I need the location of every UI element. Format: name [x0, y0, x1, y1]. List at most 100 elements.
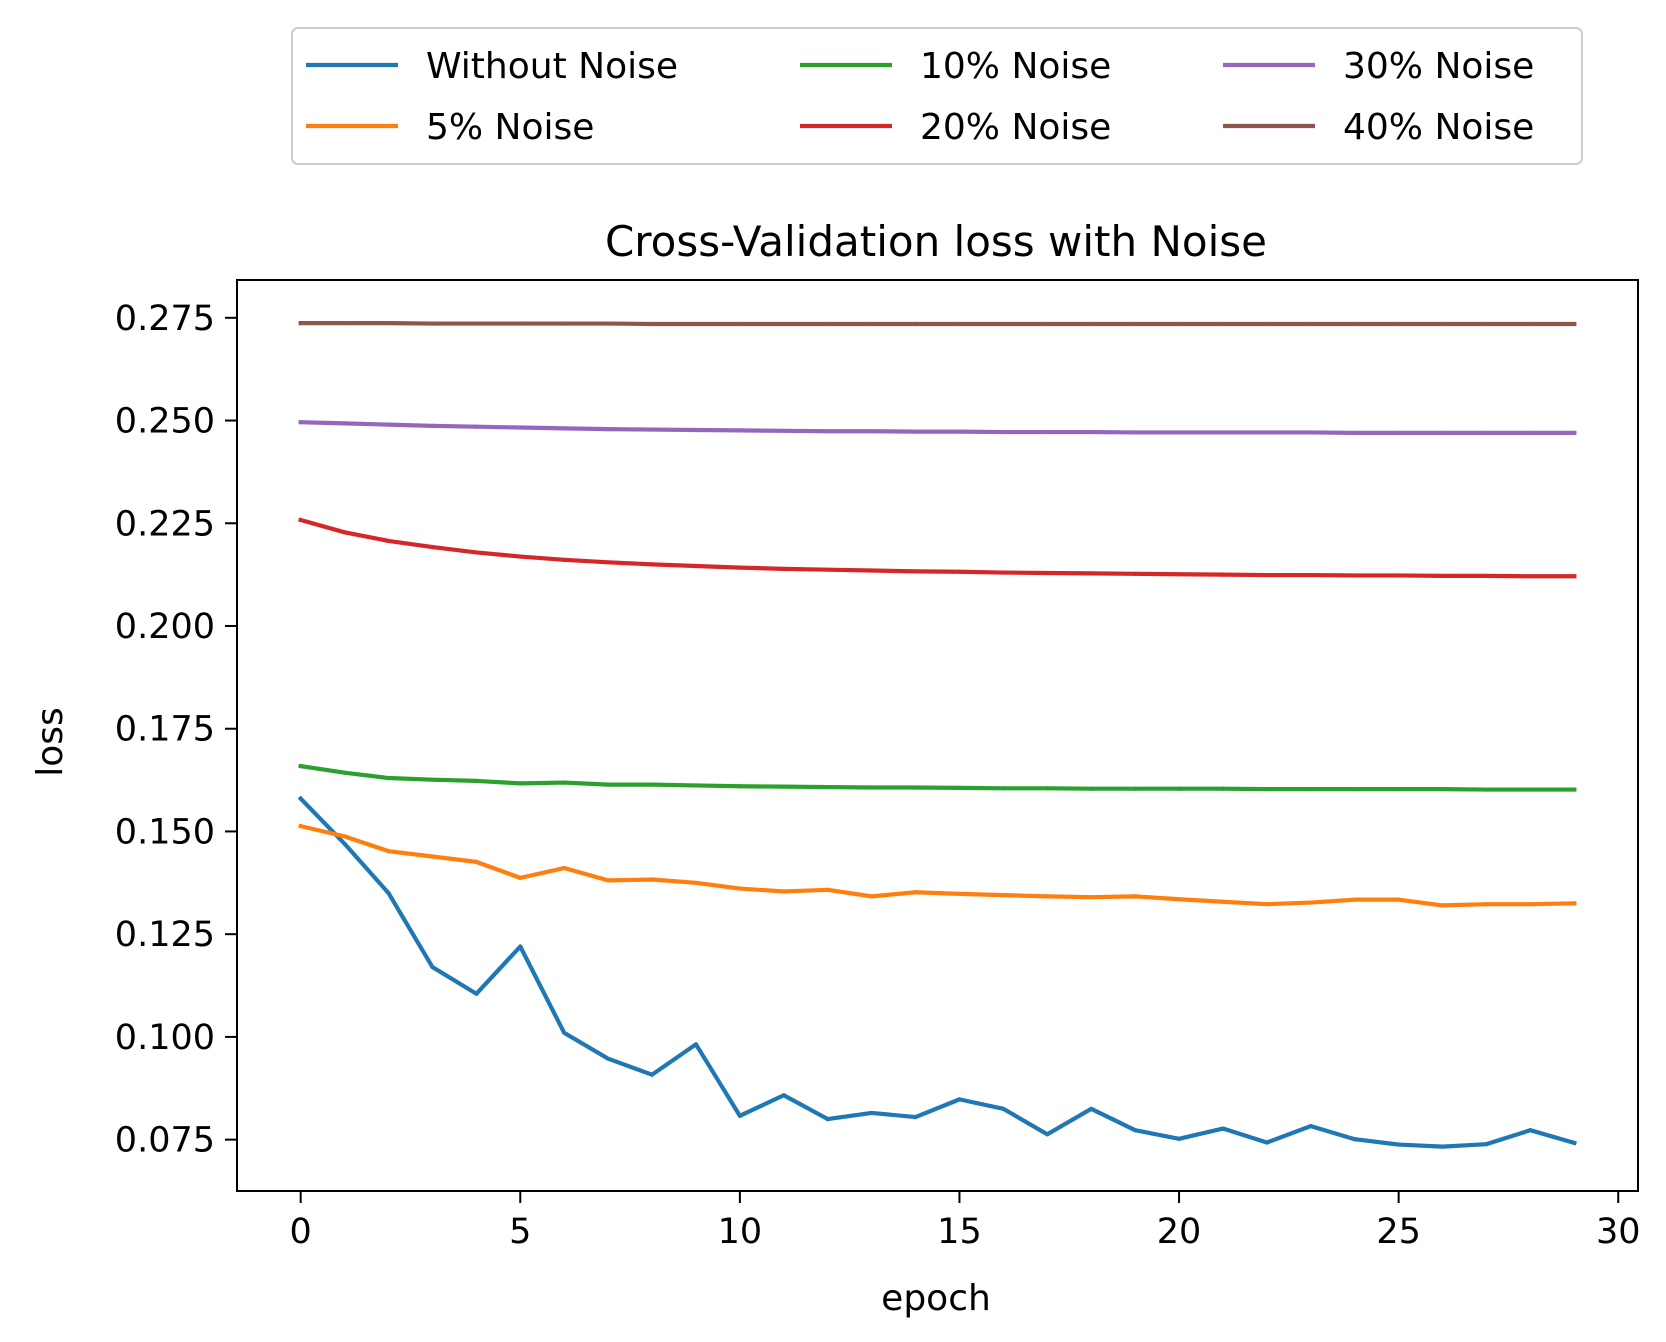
plot-area-frame [236, 279, 1639, 1192]
x-tick-label: 15 [937, 1212, 982, 1252]
data-point-without-noise [781, 1093, 786, 1098]
data-point-30-pct-noise [1220, 430, 1226, 435]
data-point-without-noise [1264, 1140, 1269, 1145]
data-point-30-pct-noise [606, 427, 611, 432]
legend-item-20-pct-noise: 20% Noise [800, 107, 1111, 148]
data-point-without-noise [386, 890, 391, 896]
series-line-30-pct-noise [298, 420, 1577, 435]
data-point-5-pct-noise [606, 878, 611, 883]
data-point-20-pct-noise [1133, 571, 1138, 576]
series-30-pct-noise [298, 420, 1577, 435]
data-point-5-pct-noise [1440, 903, 1445, 908]
data-point-10-pct-noise [1045, 786, 1050, 791]
data-point-10-pct-noise [474, 778, 479, 784]
data-point-30-pct-noise [649, 427, 655, 432]
data-point-5-pct-noise [1308, 900, 1313, 905]
legend-label-30-pct-noise: 30% Noise [1343, 46, 1534, 87]
data-point-20-pct-noise [737, 565, 742, 570]
data-point-10-pct-noise [1352, 787, 1357, 792]
data-point-20-pct-noise [913, 569, 918, 574]
data-point-30-pct-noise [781, 428, 786, 433]
data-point-10-pct-noise [430, 777, 435, 782]
data-point-5-pct-noise [1220, 899, 1226, 904]
data-point-20-pct-noise [430, 545, 435, 550]
data-point-5-pct-noise [825, 887, 830, 892]
data-point-40-pct-noise [474, 321, 479, 326]
data-point-30-pct-noise [1133, 430, 1138, 435]
data-point-20-pct-noise [342, 530, 347, 535]
legend-label-40-pct-noise: 40% Noise [1343, 107, 1534, 148]
data-point-40-pct-noise [1308, 321, 1313, 327]
x-tick-label: 0 [290, 1212, 312, 1252]
data-point-30-pct-noise [562, 426, 567, 431]
y-tick-label: 0.125 [115, 915, 215, 955]
y-axis-label: loss [30, 707, 71, 777]
data-point-40-pct-noise [386, 321, 391, 326]
data-point-without-noise [298, 796, 303, 801]
data-point-without-noise [1001, 1106, 1006, 1111]
data-point-5-pct-noise [913, 890, 918, 895]
data-point-20-pct-noise [1396, 573, 1401, 578]
data-point-10-pct-noise [869, 785, 874, 790]
x-tick-label: 10 [718, 1212, 763, 1252]
series-line-20-pct-noise [298, 517, 1577, 579]
series-layer [297, 321, 1577, 1149]
data-point-30-pct-noise [737, 428, 742, 433]
x-tick-label: 5 [509, 1212, 531, 1252]
data-point-40-pct-noise [693, 321, 699, 327]
series-line-5-pct-noise [298, 823, 1577, 908]
series-line-40-pct-noise [298, 321, 1577, 327]
data-point-10-pct-noise [1528, 787, 1533, 792]
data-point-without-noise [606, 1056, 611, 1061]
data-point-5-pct-noise [386, 849, 391, 854]
data-point-30-pct-noise [1528, 430, 1533, 435]
legend-item-5-pct-noise: 5% Noise [306, 107, 594, 148]
data-point-without-noise [825, 1116, 830, 1122]
data-point-40-pct-noise [1176, 321, 1182, 327]
y-tick-label: 0.275 [115, 299, 215, 339]
data-point-30-pct-noise [1089, 429, 1094, 435]
data-point-30-pct-noise [1396, 430, 1401, 435]
data-point-5-pct-noise [1045, 894, 1050, 899]
data-point-30-pct-noise [518, 425, 523, 430]
data-point-10-pct-noise [386, 775, 391, 781]
data-point-10-pct-noise [1001, 786, 1006, 791]
data-point-20-pct-noise [518, 554, 523, 559]
data-point-without-noise [518, 944, 523, 949]
data-point-10-pct-noise [298, 764, 303, 769]
data-point-30-pct-noise [1176, 430, 1182, 435]
data-point-10-pct-noise [693, 783, 699, 788]
data-point-without-noise [1089, 1106, 1094, 1111]
data-point-40-pct-noise [825, 321, 830, 327]
series-line-without-noise [297, 795, 1577, 1149]
data-point-40-pct-noise [649, 321, 655, 327]
data-point-20-pct-noise [1264, 572, 1269, 578]
data-point-without-noise [1396, 1142, 1401, 1147]
data-point-40-pct-noise [1264, 321, 1269, 327]
data-point-5-pct-noise [1572, 901, 1577, 906]
data-point-10-pct-noise [1440, 787, 1445, 792]
data-point-without-noise [869, 1110, 874, 1116]
data-point-30-pct-noise [430, 423, 435, 428]
series-line-10-pct-noise [298, 763, 1577, 792]
data-point-20-pct-noise [1220, 572, 1226, 577]
data-point-40-pct-noise [1484, 321, 1489, 327]
legend-label-20-pct-noise: 20% Noise [920, 107, 1111, 148]
data-point-20-pct-noise [825, 567, 830, 572]
data-point-10-pct-noise [518, 781, 523, 786]
x-tick-label: 25 [1376, 1212, 1421, 1252]
data-point-40-pct-noise [430, 321, 435, 326]
data-point-5-pct-noise [693, 880, 699, 885]
plot-area-background [237, 280, 1638, 1191]
data-point-without-noise [474, 991, 479, 996]
y-tick-label: 0.175 [115, 710, 215, 750]
y-tick-label: 0.100 [115, 1018, 215, 1058]
data-point-30-pct-noise [869, 429, 874, 434]
series-40-pct-noise [298, 321, 1577, 327]
data-point-without-noise [1528, 1128, 1533, 1133]
data-point-40-pct-noise [1528, 321, 1533, 327]
y-tick-label: 0.200 [115, 607, 215, 647]
data-point-5-pct-noise [1089, 895, 1094, 900]
data-point-without-noise [1308, 1123, 1313, 1129]
data-point-10-pct-noise [649, 782, 655, 787]
